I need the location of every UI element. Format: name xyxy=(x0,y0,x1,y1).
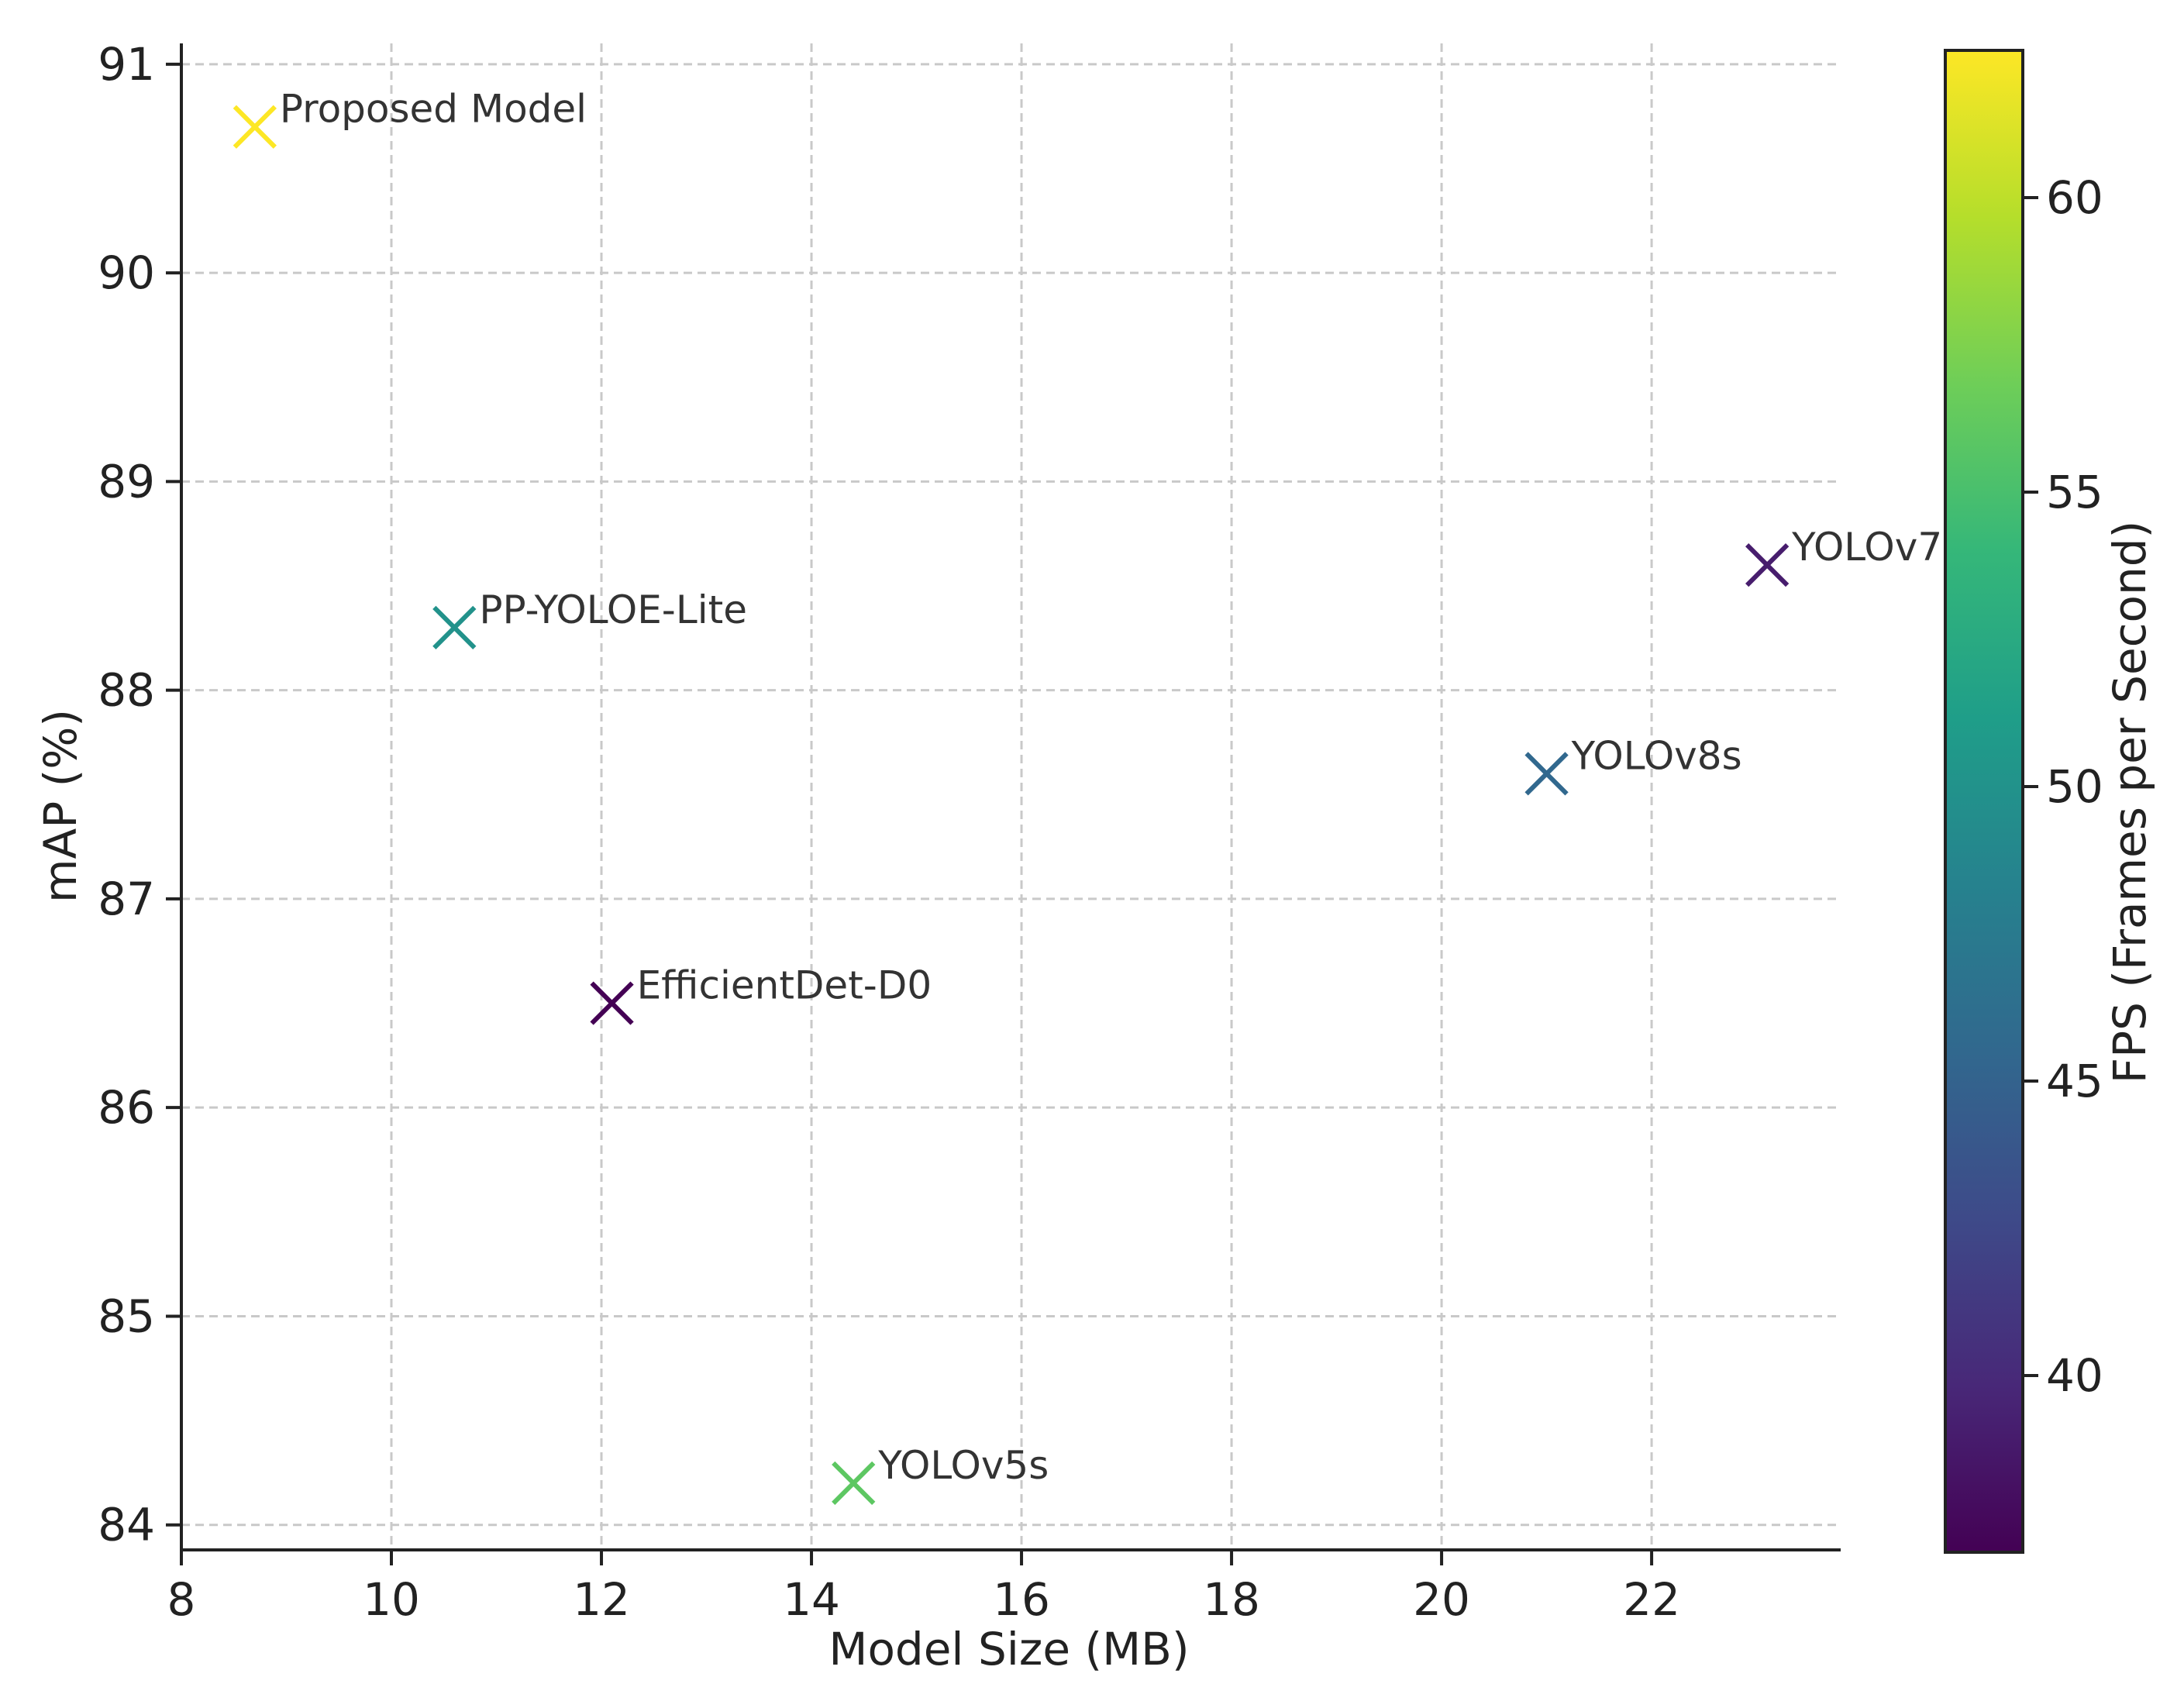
y-tick-label: 88 xyxy=(98,664,155,717)
colorbar-tick-label: 60 xyxy=(2046,171,2103,224)
x-tick-label: 10 xyxy=(363,1573,420,1626)
point-label: PP-YOLOE-Lite xyxy=(479,587,747,632)
colorbar-label: FPS (Frames per Second) xyxy=(2103,521,2156,1083)
x-tick-label: 18 xyxy=(1203,1573,1260,1626)
grid xyxy=(180,43,1841,1550)
point-label: YOLOv8s xyxy=(1571,733,1742,778)
y-axis-label: mAP (%) xyxy=(34,709,87,903)
colorbar-tick-label: 45 xyxy=(2046,1055,2103,1107)
x-tick-label: 20 xyxy=(1413,1573,1470,1626)
colorbar-tick-label: 40 xyxy=(2046,1349,2103,1402)
point-label: EfficientDet-D0 xyxy=(637,963,932,1008)
y-tick-label: 84 xyxy=(98,1499,155,1551)
colorbar-tick-label: 50 xyxy=(2046,760,2103,813)
y-tick-label: 86 xyxy=(98,1081,155,1134)
x-tick-label: 16 xyxy=(993,1573,1050,1626)
data-point: EfficientDet-D0 xyxy=(590,963,932,1025)
y-tick-label: 85 xyxy=(98,1290,155,1342)
x-marker-stroke xyxy=(233,105,277,149)
data-point: YOLOv5s xyxy=(832,1443,1049,1505)
colorbar-tick-label: 55 xyxy=(2046,466,2103,518)
point-label: YOLOv7 xyxy=(1791,525,1942,570)
y-tick-label: 91 xyxy=(98,38,155,91)
data-point: YOLOv7 xyxy=(1745,525,1942,587)
point-label: YOLOv5s xyxy=(877,1443,1049,1488)
data-point: Proposed Model xyxy=(233,87,587,149)
y-tick-label: 90 xyxy=(98,246,155,299)
x-tick-label: 22 xyxy=(1623,1573,1680,1626)
x-tick-label: 8 xyxy=(167,1573,196,1626)
data-point: YOLOv8s xyxy=(1524,733,1742,796)
x-axis-label: Model Size (MB) xyxy=(828,1623,1189,1675)
x-marker-stroke xyxy=(1745,543,1790,587)
colorbar: 40 45 50 55 60 xyxy=(1944,49,2103,1554)
x-marker-stroke xyxy=(1524,752,1569,796)
colorbar-gradient xyxy=(1944,49,2024,1554)
data-points: Proposed Model PP-YOLOE-Lite EfficientDet-… xyxy=(233,87,1942,1505)
x-marker-stroke xyxy=(832,1461,876,1505)
axes: 8 10 12 14 16 18 20 22 84 85 86 87 88 89 90 91 xyxy=(98,38,1841,1626)
y-tick-label: 87 xyxy=(98,873,155,925)
y-tick-label: 89 xyxy=(98,455,155,508)
x-marker-stroke xyxy=(590,981,634,1025)
data-point: PP-YOLOE-Lite xyxy=(432,587,747,650)
x-tick-label: 12 xyxy=(573,1573,630,1626)
x-marker-stroke xyxy=(432,605,477,650)
point-label: Proposed Model xyxy=(280,87,587,132)
x-tick-label: 14 xyxy=(783,1573,840,1626)
